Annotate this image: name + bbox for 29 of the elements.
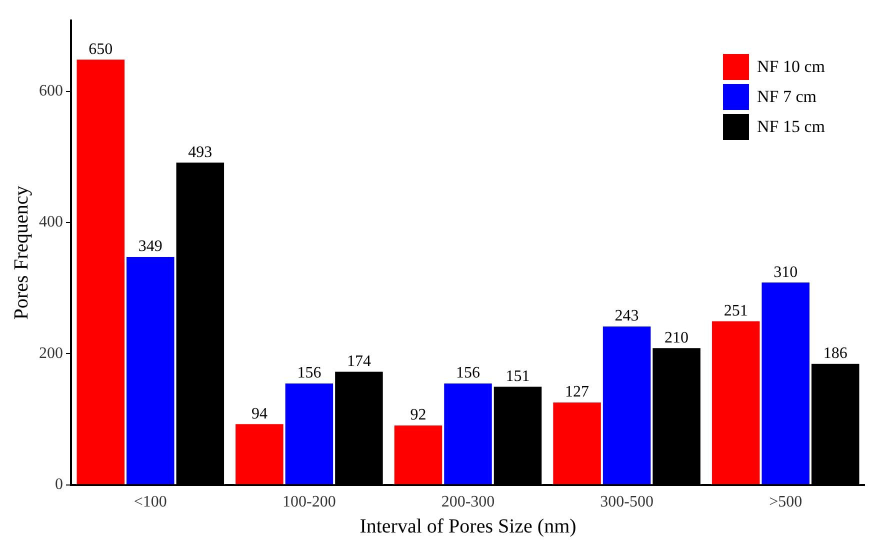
data-label: 210 (664, 329, 689, 346)
data-label: 186 (823, 345, 848, 362)
y-axis-title: Pores Frequency (10, 186, 32, 320)
data-label: 127 (565, 384, 590, 401)
data-label: 349 (138, 238, 162, 256)
data-label: 650 (88, 40, 113, 58)
legend-label: NF 10 cm (757, 57, 825, 77)
x-tick-label: <100 (134, 494, 167, 511)
data-label: 243 (614, 308, 639, 325)
legend-label: NF 15 cm (757, 117, 825, 137)
y-tick-label: 0 (55, 476, 63, 494)
x-tick-label: 300-500 (600, 494, 654, 511)
data-label: 174 (346, 352, 371, 370)
legend-label: NF 7 cm (757, 87, 816, 107)
data-label: 156 (297, 364, 322, 382)
x-tick-label: 100-200 (282, 494, 336, 511)
data-label: 94 (251, 405, 268, 422)
x-tick-label: 200-300 (441, 494, 495, 511)
x-axis-title: Interval of Pores Size (nm) (360, 515, 576, 538)
data-label: 92 (410, 406, 426, 424)
y-tick-label: 600 (39, 82, 63, 100)
x-tick-label: >500 (769, 494, 802, 511)
data-label: 493 (188, 144, 212, 161)
data-label: 251 (724, 302, 748, 320)
y-tick-label: 200 (39, 344, 63, 362)
y-tick-label: 400 (39, 214, 63, 231)
data-label: 310 (774, 264, 798, 281)
data-label: 156 (456, 364, 480, 382)
data-label: 151 (506, 368, 530, 385)
